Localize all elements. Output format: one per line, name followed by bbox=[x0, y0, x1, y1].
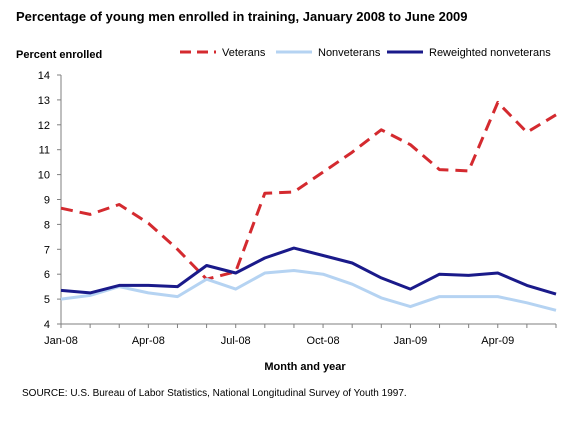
source-note: SOURCE: U.S. Bureau of Labor Statistics,… bbox=[22, 388, 407, 399]
y-tick-label: 12 bbox=[38, 120, 50, 132]
x-tick-label: Apr-08 bbox=[132, 335, 165, 347]
legend-entry: Veterans bbox=[222, 47, 266, 59]
chart-title: Percentage of young men enrolled in trai… bbox=[16, 9, 468, 24]
y-tick-label: 7 bbox=[44, 244, 50, 256]
legend: Veterans Nonveterans Reweighted nonveteran… bbox=[180, 47, 551, 59]
y-tick-label: 13 bbox=[38, 95, 50, 107]
y-axis-label: Percent enrolled bbox=[16, 49, 102, 61]
y-tick-label: 9 bbox=[44, 195, 50, 207]
y-axis-ticks: 4 5 6 7 8 9 10 11 12 13 14 bbox=[38, 70, 61, 331]
y-tick-label: 14 bbox=[38, 70, 50, 82]
legend-entry: Nonveterans bbox=[318, 47, 381, 59]
series-lines bbox=[60, 100, 557, 312]
y-tick-label: 5 bbox=[44, 294, 50, 306]
y-tick-label: 6 bbox=[44, 269, 50, 281]
x-tick-label: Jan-08 bbox=[44, 335, 78, 347]
y-tick-label: 4 bbox=[44, 319, 50, 331]
legend-entry: Reweighted nonveterans bbox=[429, 47, 551, 59]
series-line-reweighted-nonveterans bbox=[60, 246, 557, 296]
y-tick-label: 11 bbox=[39, 145, 50, 157]
x-axis-label: Month and year bbox=[264, 361, 346, 373]
x-tick-label: Jan-09 bbox=[394, 335, 428, 347]
y-tick-label: 8 bbox=[44, 219, 50, 231]
y-tick-label: 10 bbox=[38, 170, 50, 182]
x-axis-ticks: Jan-08 Apr-08 Jul-08 Oct-08 Jan-09 Apr-09 bbox=[44, 324, 557, 347]
x-tick-label: Apr-09 bbox=[481, 335, 514, 347]
x-tick-label: Jul-08 bbox=[221, 335, 251, 347]
x-tick-label: Oct-08 bbox=[307, 335, 340, 347]
series-line-veterans bbox=[60, 100, 557, 281]
series-line-nonveterans bbox=[60, 269, 557, 312]
